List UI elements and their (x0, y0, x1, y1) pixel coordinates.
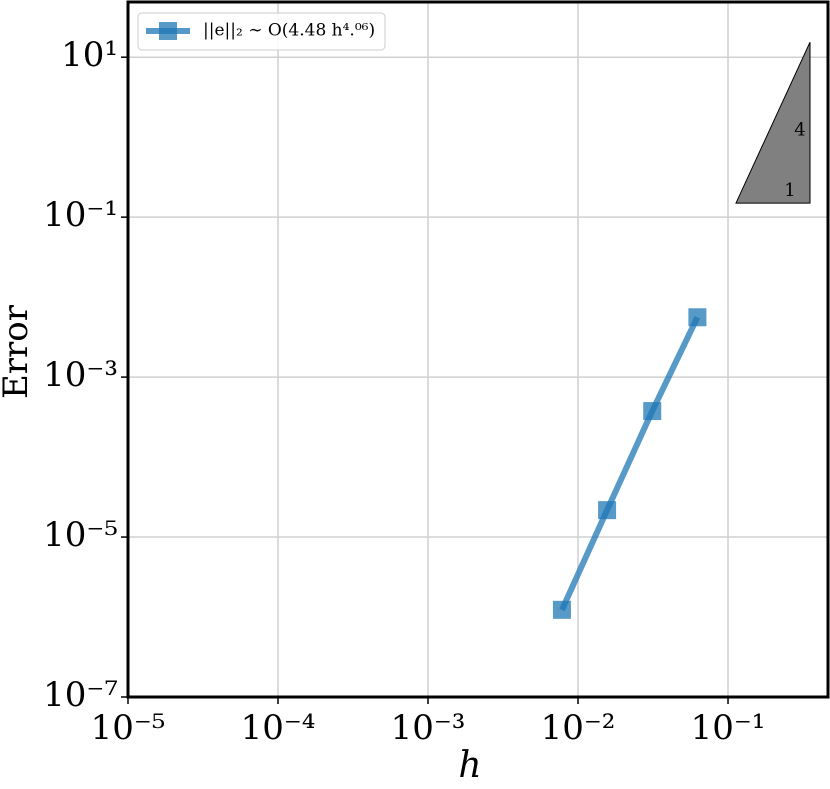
legend-label: ||e||₂ ∼ O(4.48 h⁴.⁰⁶) (203, 21, 375, 41)
legend-marker (159, 22, 177, 40)
marker (552, 600, 571, 619)
marker (643, 402, 662, 421)
y-axis-label: Error (0, 304, 36, 399)
slope-label: 4 (794, 120, 805, 141)
x-tick-label: 10⁻⁴ (241, 708, 316, 748)
legend-box (137, 12, 386, 51)
series-line (559, 315, 701, 612)
y-tick-label: 10⁻⁵ (43, 515, 118, 555)
plot-frame (126, 0, 830, 699)
x-tick-label: 10⁻³ (391, 708, 466, 748)
marker (598, 501, 617, 520)
y-tick-label: 10⁻¹ (43, 195, 118, 235)
x-tick-label: 10⁻¹ (691, 708, 766, 748)
slope-triangle (735, 41, 811, 204)
x-tick-label: 10⁻⁵ (91, 708, 166, 748)
y-tick-label: 10⁻⁷ (43, 675, 118, 715)
y-tick-label: 10¹ (61, 35, 118, 75)
slope-label: 1 (784, 180, 795, 201)
x-axis-label: h (458, 745, 481, 786)
y-tick-label: 10⁻³ (43, 355, 118, 395)
marker (688, 308, 707, 327)
x-tick-label: 10⁻² (541, 708, 616, 748)
